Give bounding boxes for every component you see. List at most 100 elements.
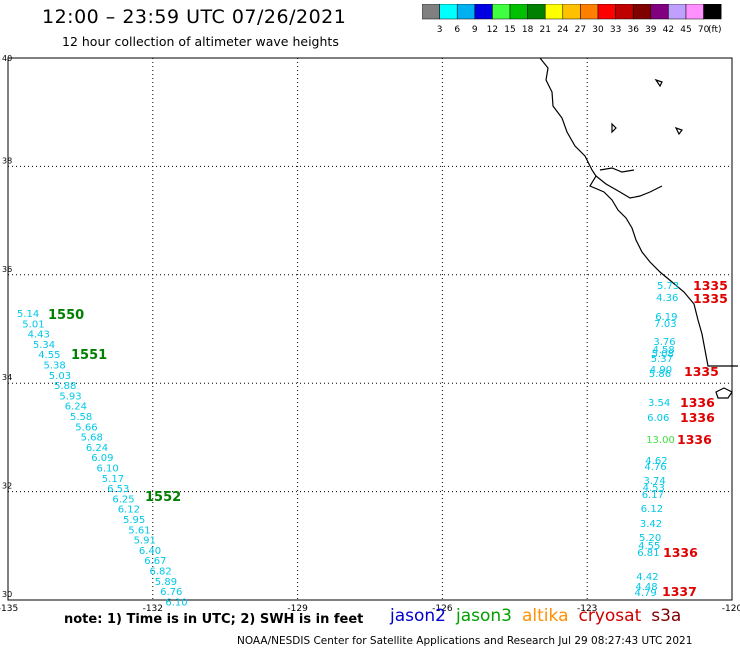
swh-value: 4.53 bbox=[643, 483, 665, 494]
swh-value: 6.09 bbox=[91, 453, 113, 464]
pass-number: 1335 bbox=[684, 364, 719, 379]
lake-outline bbox=[654, 78, 663, 88]
swh-value: 6.67 bbox=[144, 556, 166, 567]
swh-value: 3.54 bbox=[648, 398, 670, 409]
swh-value: 5.37 bbox=[651, 354, 673, 365]
pass-number: 1550 bbox=[48, 308, 84, 323]
swh-value: 5.66 bbox=[75, 422, 97, 433]
coastline bbox=[539, 57, 738, 399]
swh-value: 4.48 bbox=[635, 582, 657, 593]
map-title: 12:00 – 23:59 UTC 07/26/2021 bbox=[42, 6, 347, 28]
pass-number: 1336 bbox=[680, 395, 715, 410]
swh-value: 5.88 bbox=[54, 381, 76, 392]
swh-value: 6.10 bbox=[97, 464, 119, 475]
swh-value: 4.90 bbox=[650, 365, 672, 376]
scale-unit: (ft) bbox=[708, 25, 722, 35]
swh-value: 6.24 bbox=[65, 402, 87, 413]
scale-label: 9 bbox=[472, 25, 478, 35]
lat-tick-label: 30 bbox=[2, 590, 12, 599]
lat-lon-grid bbox=[7, 57, 733, 601]
legend-jason2: jason2 bbox=[390, 606, 446, 626]
map-subtitle: 12 hour collection of altimeter wave hei… bbox=[62, 34, 339, 49]
swh-value: 5.01 bbox=[22, 319, 44, 330]
lon-tick-label: -135 bbox=[0, 604, 18, 614]
scale-label: 33 bbox=[610, 25, 621, 35]
swh-value: 6.12 bbox=[118, 505, 140, 516]
legend-cryosat: cryosat bbox=[578, 606, 642, 626]
swh-value: 5.17 bbox=[102, 474, 124, 485]
lat-tick-label: 36 bbox=[2, 265, 12, 274]
swh-value: 7.03 bbox=[654, 319, 676, 330]
lat-tick-label: 34 bbox=[2, 373, 12, 382]
scale-label: 30 bbox=[592, 25, 604, 35]
swh-value: 6.25 bbox=[112, 494, 134, 505]
swh-value: 6.24 bbox=[86, 443, 108, 454]
swh-value: 4.43 bbox=[28, 330, 50, 341]
scale-label: 3 bbox=[437, 25, 443, 35]
swh-value: 6.10 bbox=[165, 597, 187, 608]
axis-labels: -135 -132 -129 -126 -123 -120 30 32 34 36 38 40 bbox=[0, 54, 740, 614]
legend-jason3: jason3 bbox=[456, 606, 512, 626]
lon-tick-label: -123 bbox=[577, 604, 597, 614]
swh-value: 6.81 bbox=[637, 548, 659, 559]
swh-value: 4.42 bbox=[636, 572, 658, 583]
scale-label: 45 bbox=[680, 25, 691, 35]
swh-value: 5.95 bbox=[123, 515, 145, 526]
lat-tick-label: 40 bbox=[2, 54, 12, 63]
pass-number: 1552 bbox=[145, 490, 181, 505]
bay-outline bbox=[595, 175, 663, 199]
legend-altika: altika bbox=[522, 606, 569, 626]
scale-label: 39 bbox=[645, 25, 657, 35]
swh-value: 5.73 bbox=[657, 281, 679, 292]
swh-value: 6.82 bbox=[150, 567, 172, 578]
map-frame bbox=[7, 57, 733, 601]
lon-tick-label: -126 bbox=[432, 604, 453, 614]
swh-value: 5.38 bbox=[44, 361, 66, 372]
wave-height-color-scale: 3 6 9 12 15 18 21 24 27 30 33 36 39 42 45 70(ft) bbox=[422, 4, 722, 35]
lon-tick-label: -132 bbox=[143, 604, 163, 614]
scale-label: 21 bbox=[539, 25, 550, 35]
pass-number: 1335 bbox=[693, 291, 728, 306]
swh-value: 4.55 bbox=[38, 350, 60, 361]
swh-value: 6.17 bbox=[642, 490, 664, 501]
scale-label: 36 bbox=[627, 25, 639, 35]
swh-value: 4.62 bbox=[645, 456, 667, 467]
lon-tick-label: -120 bbox=[722, 604, 740, 614]
swh-value: 4.55 bbox=[638, 541, 660, 552]
pass-number: 1551 bbox=[71, 348, 107, 363]
scale-label: 42 bbox=[663, 25, 674, 35]
scale-label: 27 bbox=[575, 25, 586, 35]
swh-value: 6.19 bbox=[655, 312, 677, 323]
footer-credit: NOAA/NESDIS Center for Satellite Applica… bbox=[237, 635, 693, 647]
swh-value: 5.89 bbox=[155, 577, 177, 588]
swh-value: 3.42 bbox=[640, 519, 662, 530]
swh-value: 4.76 bbox=[644, 462, 666, 473]
swh-value: 6.12 bbox=[641, 504, 663, 515]
swh-value: 6.40 bbox=[139, 546, 161, 557]
swh-value: 6.06 bbox=[647, 413, 669, 424]
swh-value: 5.03 bbox=[49, 371, 71, 382]
lat-tick-label: 32 bbox=[2, 482, 12, 491]
legend-s3a: s3a bbox=[651, 606, 682, 626]
satellite-legend: jason2 jason3 altika cryosat s3a bbox=[390, 606, 691, 626]
swh-value: 5.93 bbox=[59, 391, 81, 402]
pass-number: 1336 bbox=[680, 410, 715, 425]
lat-tick-label: 38 bbox=[2, 156, 12, 165]
coastline-main bbox=[539, 57, 738, 367]
scale-label: 18 bbox=[522, 25, 534, 35]
swh-value: 3.76 bbox=[653, 337, 675, 348]
swh-value: 5.34 bbox=[33, 340, 55, 351]
scale-label: 70 bbox=[698, 25, 710, 35]
swh-value: 5.14 bbox=[17, 309, 39, 320]
swh-value: 5.58 bbox=[70, 412, 92, 423]
swh-value: 5.08 bbox=[652, 349, 674, 360]
swh-value: 5.61 bbox=[128, 525, 150, 536]
swh-value: 5.86 bbox=[649, 369, 671, 380]
scale-label: 15 bbox=[504, 25, 515, 35]
swh-value: 6.53 bbox=[107, 484, 129, 495]
swh-value: 4.79 bbox=[635, 588, 657, 599]
pass-number: 1336 bbox=[677, 432, 712, 447]
swh-value: 4.36 bbox=[656, 293, 678, 304]
scale-label: 24 bbox=[557, 25, 569, 35]
